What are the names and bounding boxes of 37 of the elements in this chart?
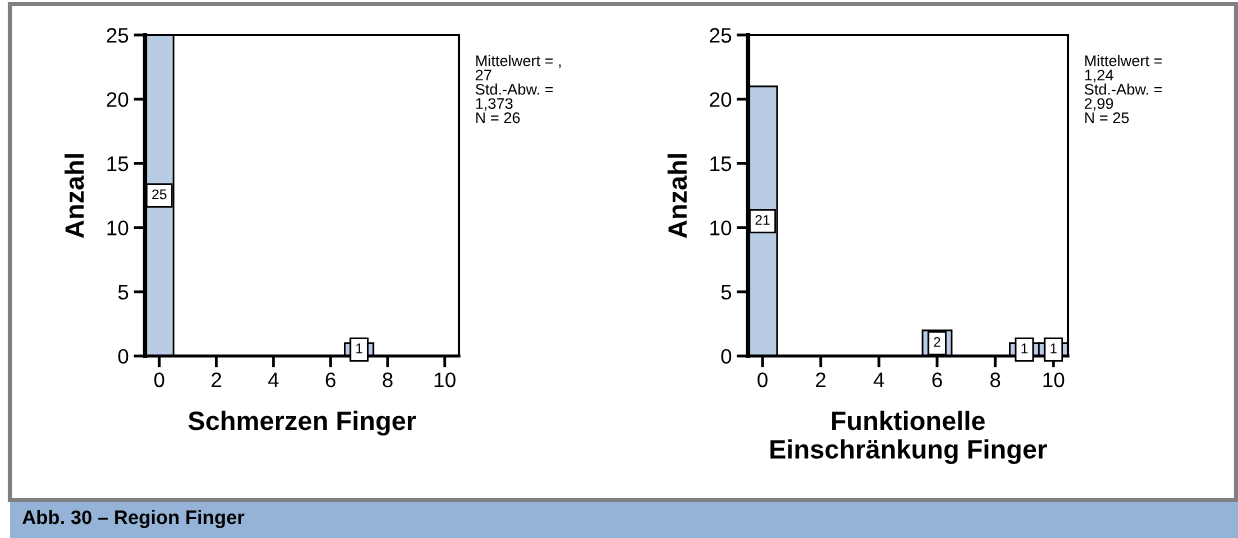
x-tick-label: 4 <box>268 372 279 388</box>
y-tick-label: 10 <box>107 220 129 236</box>
caption: Abb. 30 – Region Finger <box>22 509 245 529</box>
y-tick-label: 5 <box>721 285 732 300</box>
data-label: 21 <box>755 215 770 225</box>
text: Mittelwert = , 27 Std.-Abw. = 1,373 N = 26 <box>475 55 561 124</box>
data-label: 1 <box>1050 343 1057 354</box>
y-tick-label: 15 <box>710 156 732 172</box>
data-label: 1 <box>356 343 363 354</box>
y-tick-label: 15 <box>107 156 129 172</box>
x-tick-label: 6 <box>932 372 942 388</box>
x-tick-label: 8 <box>382 372 393 388</box>
x-tick-label: 2 <box>211 372 222 388</box>
data-label: 1 <box>1021 343 1028 354</box>
y-tick-label: 5 <box>118 285 129 300</box>
y-tick-label: 25 <box>106 28 129 43</box>
x-tick-label: 10 <box>434 372 456 388</box>
data-label: 25 <box>152 189 167 200</box>
x-tick-label: 6 <box>325 372 336 388</box>
data-label: 2 <box>933 337 941 347</box>
x-tick-label: 0 <box>154 372 165 388</box>
x-tick-label: 8 <box>990 372 1001 388</box>
y-tick-label: 25 <box>709 28 732 43</box>
y-axis-title: Anzahl <box>64 154 84 239</box>
text: Mittelwert = 1,24 Std.-Abw. = 2,99 N = 25 <box>1084 55 1162 124</box>
y-tick-label: 0 <box>721 349 732 364</box>
y-tick-label: 20 <box>106 92 129 107</box>
x-tick-label: 2 <box>815 372 826 388</box>
y-tick-label: 0 <box>118 349 129 364</box>
x-axis-title: Schmerzen Finger <box>188 410 416 436</box>
x-axis-title: Funktionelle Einschränkung Finger <box>770 410 1047 464</box>
y-tick-label: 10 <box>710 220 732 236</box>
x-tick-label: 0 <box>757 372 768 388</box>
x-tick-label: 10 <box>1043 372 1065 388</box>
y-tick-label: 20 <box>709 92 732 107</box>
x-tick-label: 4 <box>873 372 885 388</box>
y-axis-title: Anzahl <box>667 154 687 239</box>
